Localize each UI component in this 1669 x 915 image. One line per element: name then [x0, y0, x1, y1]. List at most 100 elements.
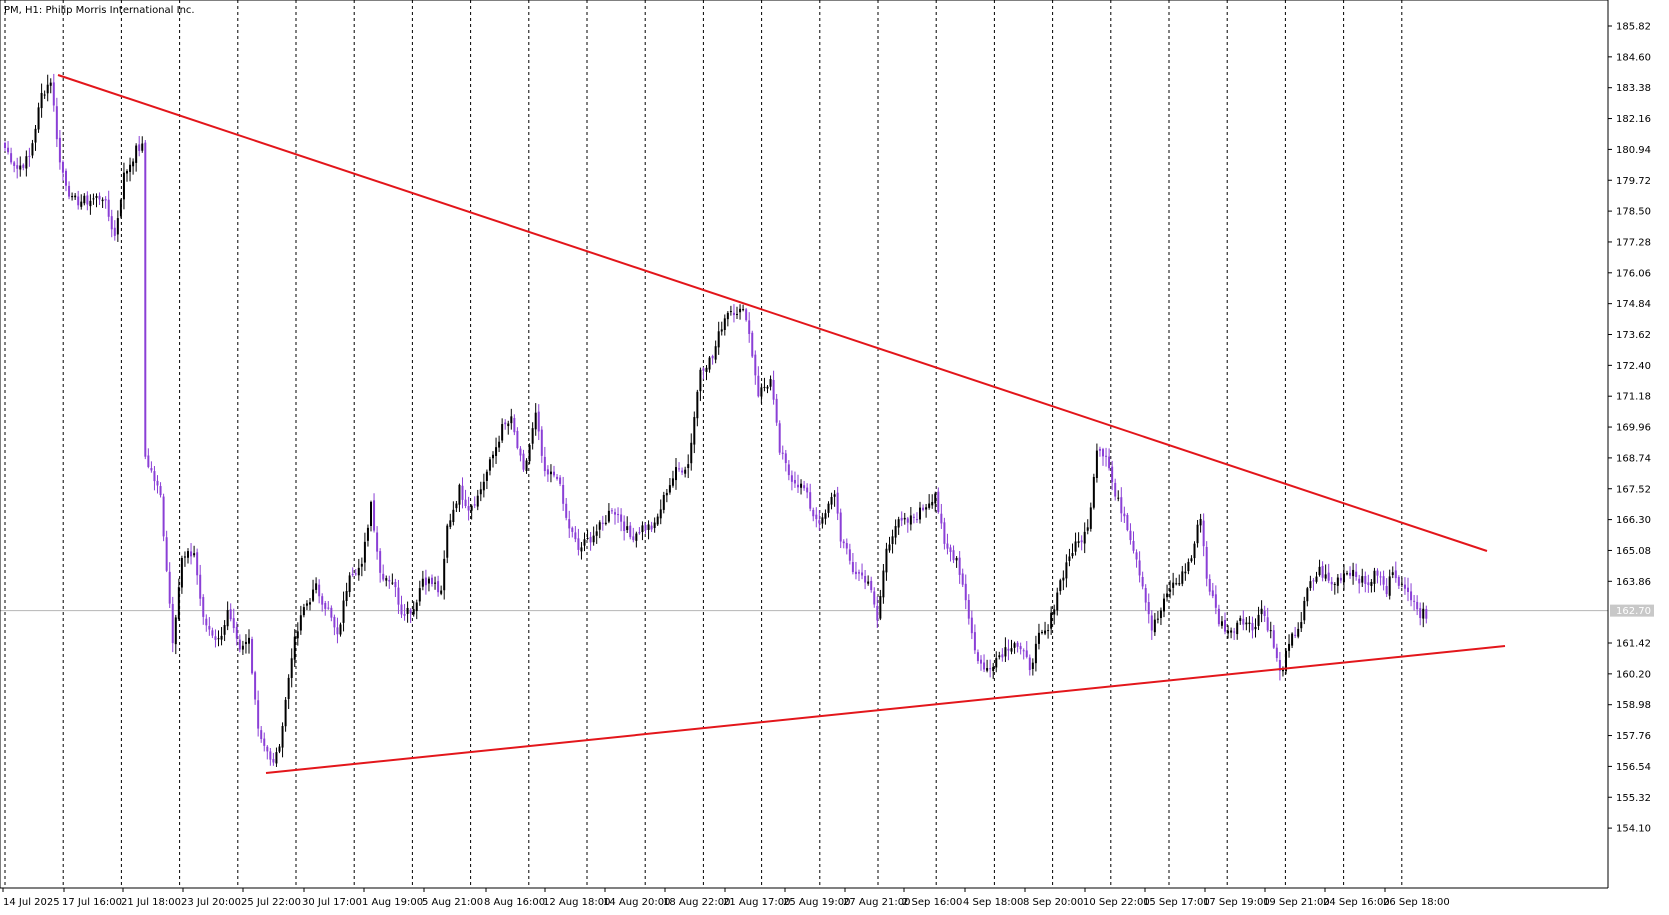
candle-body-bullish: [1153, 619, 1156, 633]
candle-body-bearish: [229, 609, 232, 620]
candle-body-bearish: [873, 591, 876, 605]
candle-body-bullish: [498, 441, 501, 448]
candle-body-bearish: [1407, 587, 1409, 593]
candle-body-bullish: [177, 587, 180, 620]
candle-body-bearish: [1202, 520, 1205, 547]
candle-body-bearish: [138, 144, 141, 151]
candle-body-bearish: [22, 164, 25, 168]
candle-body-bearish: [848, 549, 851, 561]
candle-body-bearish: [1114, 482, 1117, 497]
candle-body-bearish: [461, 485, 464, 500]
candle-body-bullish: [699, 369, 702, 392]
candle-body-bearish: [1394, 570, 1397, 579]
candle-body-bearish: [153, 471, 156, 482]
candle-body-bullish: [1391, 572, 1394, 575]
current-price-label: 162.70: [1616, 606, 1651, 617]
candle-body-bullish: [665, 492, 668, 496]
candle-body-bearish: [519, 448, 522, 456]
candle-body-bullish: [122, 172, 125, 200]
candle-body-bearish: [1007, 648, 1010, 651]
candle-body-bearish: [318, 584, 321, 597]
y-tick-label: 176.06: [1616, 268, 1651, 279]
candle-body-bearish: [13, 162, 16, 166]
candle-body-bearish: [793, 479, 796, 484]
candle-body-bearish: [870, 580, 873, 591]
candle-body-bearish: [1080, 540, 1083, 543]
candle-body-bullish: [903, 517, 906, 520]
chart-title: PM, H1: Philip Morris International Inc.: [4, 5, 195, 16]
candle-body-bullish: [1004, 647, 1007, 657]
x-tick-label: 17 Jul 16:00: [62, 897, 122, 908]
candle-body-bearish: [806, 487, 809, 493]
candle-body-bullish: [1245, 622, 1248, 625]
candle-body-bearish: [1425, 609, 1428, 619]
candle-body-bullish: [1269, 630, 1272, 632]
candle-body-bearish: [7, 147, 10, 153]
candle-body-bearish: [751, 332, 754, 357]
candle-body-bullish: [92, 198, 95, 200]
candle-body-bearish: [522, 453, 525, 470]
x-tick-label: 25 Aug 19:00: [783, 897, 850, 908]
x-tick-label: 4 Sep 18:00: [963, 897, 1023, 908]
candle-body-bullish: [174, 617, 177, 645]
candle-body-bullish: [909, 515, 912, 525]
candle-body-bearish: [678, 468, 681, 470]
candle-body-bullish: [827, 503, 830, 513]
candle-body-bearish: [98, 195, 101, 200]
candle-body-bearish: [257, 700, 260, 729]
candle-body-bearish: [269, 751, 272, 760]
candle-body-bullish: [693, 417, 696, 445]
candle-body-bullish: [1291, 633, 1294, 646]
candle-body-bearish: [473, 504, 476, 506]
candles: [4, 73, 1428, 767]
candle-body-bearish: [815, 514, 818, 520]
candle-body-bearish: [1141, 576, 1144, 587]
candle-body-bearish: [790, 475, 793, 482]
candle-body-bearish: [144, 142, 147, 457]
x-tick-label: 15 Sep 17:00: [1143, 897, 1210, 908]
candle-body-bullish: [1059, 580, 1062, 592]
candle-body-bullish: [1041, 631, 1043, 633]
candle-body-bearish: [86, 195, 89, 205]
candle-body-bullish: [879, 595, 882, 619]
candle-body-bearish: [431, 577, 433, 585]
candle-body-bearish: [1251, 622, 1254, 631]
candle-body-bearish: [202, 597, 205, 617]
candle-body-bearish: [373, 500, 376, 531]
candle-body-bullish: [1169, 589, 1172, 592]
candle-body-bearish: [1138, 560, 1141, 576]
candle-body-bullish: [925, 507, 928, 510]
candle-body-bearish: [150, 468, 153, 471]
candle-body-bullish: [1095, 450, 1098, 478]
candle-body-bearish: [211, 630, 214, 636]
candle-body-bullish: [479, 489, 482, 495]
y-tick-label: 163.86: [1616, 577, 1651, 588]
y-tick-label: 172.40: [1616, 361, 1651, 372]
candle-body-bearish: [1410, 591, 1413, 601]
candle-body-bullish: [34, 128, 37, 143]
y-tick-label: 165.08: [1616, 546, 1651, 557]
candle-body-bullish: [141, 143, 144, 151]
candle-body-bearish: [1233, 631, 1236, 633]
candle-body-bearish: [1129, 530, 1132, 541]
candle-body-bearish: [1364, 575, 1367, 584]
candle-body-bearish: [1098, 448, 1101, 451]
candle-body-bearish: [351, 573, 354, 575]
candle-body-bearish: [601, 522, 604, 524]
y-tick-label: 154.10: [1616, 824, 1651, 835]
candle-body-bullish: [1074, 541, 1077, 552]
candle-body-bearish: [1150, 615, 1153, 631]
candle-body-bullish: [412, 609, 415, 615]
candle-body-bullish: [1196, 524, 1199, 544]
candle-body-bullish: [1346, 573, 1348, 575]
candle-body-bearish: [254, 672, 257, 700]
candle-body-bullish: [1172, 582, 1175, 588]
candle-body-bullish: [501, 424, 504, 441]
candle-body-bearish: [196, 552, 199, 576]
candle-body-bearish: [1108, 456, 1111, 469]
candle-body-bullish: [1065, 562, 1068, 579]
candle-body-bullish: [488, 459, 491, 471]
candle-body-bearish: [967, 599, 970, 619]
candle-body-bullish: [1193, 543, 1196, 559]
